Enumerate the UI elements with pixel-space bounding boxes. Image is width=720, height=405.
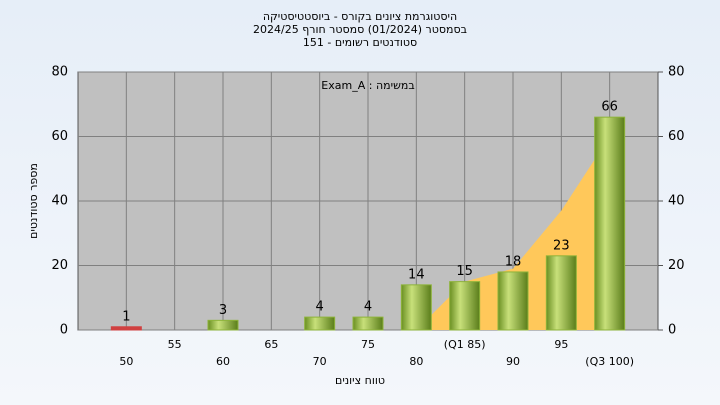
value-label: 18 <box>505 254 522 269</box>
value-label: 4 <box>316 300 324 315</box>
y-tick-label: 0 <box>60 323 68 338</box>
x-tick-label: 75 <box>361 338 375 351</box>
x-tick-label: 50 <box>119 355 133 368</box>
bar <box>497 271 529 331</box>
value-label: 4 <box>364 300 372 315</box>
value-label: 3 <box>219 303 227 318</box>
value-label: 14 <box>408 267 425 282</box>
chart-subtitle: בסמסטר (01/2024) סמסטר חורף 2024/25 <box>253 23 467 36</box>
value-label: 1 <box>122 309 130 324</box>
y-axis-label: מספר סטודנטים <box>27 163 40 239</box>
y-tick-label: 40 <box>51 194 68 209</box>
x-tick-label: (Q3 100) <box>585 355 634 368</box>
chart-title: היסטוגרמת ציונים בקורס - ביוסטטיסטיקה <box>263 10 457 23</box>
bar <box>545 255 577 331</box>
value-label: 23 <box>553 238 570 253</box>
bar <box>352 316 384 331</box>
x-tick-label: 60 <box>216 355 230 368</box>
y-tick-label: 60 <box>51 129 68 144</box>
x-tick-label: 90 <box>506 355 520 368</box>
x-tick-label: 55 <box>168 338 182 351</box>
x-tick-label: 65 <box>264 338 278 351</box>
bar <box>304 316 336 331</box>
value-label: 66 <box>601 100 618 115</box>
y2-tick-label: 40 <box>668 194 685 209</box>
bar <box>110 326 142 331</box>
y2-tick-label: 20 <box>668 258 685 273</box>
x-tick-label: 70 <box>313 355 327 368</box>
x-tick-label: (Q1 85) <box>444 338 486 351</box>
y-tick-label: 20 <box>51 258 68 273</box>
x-tick-label: 95 <box>554 338 568 351</box>
bar <box>594 116 626 331</box>
bar <box>449 281 481 331</box>
y2-tick-label: 0 <box>668 323 676 338</box>
bar <box>400 284 432 331</box>
y-tick-label: 80 <box>51 65 68 80</box>
y2-tick-label: 80 <box>668 65 685 80</box>
chart-subtitle: סטודנטים רשומים - 151 <box>303 36 417 49</box>
value-label: 15 <box>456 264 473 279</box>
x-tick-label: 80 <box>409 355 423 368</box>
bar <box>207 319 239 331</box>
y2-tick-label: 60 <box>668 129 685 144</box>
x-axis-label: טווח ציונים <box>335 374 385 387</box>
